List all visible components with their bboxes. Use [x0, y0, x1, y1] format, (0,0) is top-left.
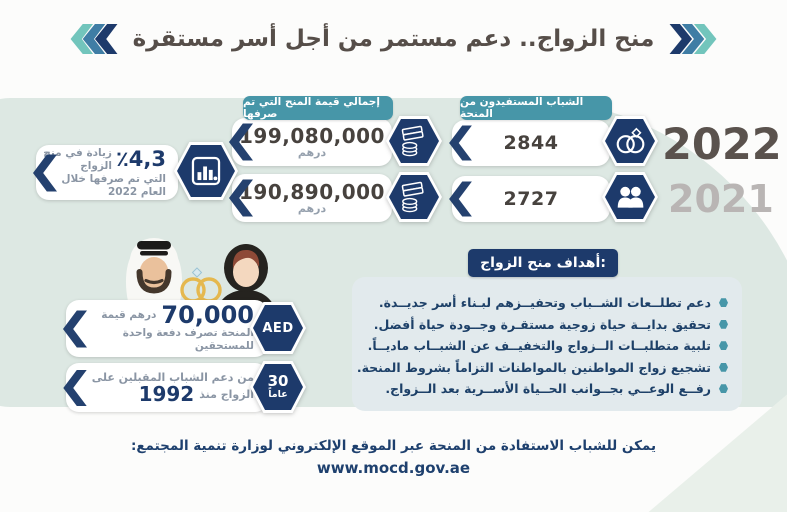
amount-value-2021: 190,890,000	[239, 180, 385, 204]
currency-unit: درهم	[297, 202, 327, 215]
beneficiaries-pill-2022: 2844	[449, 120, 610, 166]
gold-rings-illustration	[180, 267, 222, 303]
amounts-column-label: إجمالي قيمة المنح التي تم صرفها	[243, 96, 393, 120]
title-chevrons-right-icon	[669, 24, 717, 54]
wedding-rings-icon	[616, 127, 645, 154]
beneficiaries-pill-2021: 2727	[449, 176, 610, 222]
goals-panel: دعم تطلــعات الشــباب وتحفيــزهم لبـناء …	[352, 277, 742, 411]
page-title: منح الزواج.. دعم مستمر من أجل أسر مستقرة	[132, 26, 655, 52]
bar-chart-icon	[191, 156, 221, 186]
chevron-left-icon	[449, 181, 472, 217]
title-bar: منح الزواج.. دعم مستمر من أجل أسر مستقرة	[0, 24, 787, 54]
chevron-left-icon	[63, 310, 87, 347]
footer-note: يمكن للشباب الاستفادة من المنحة عبر المو…	[130, 438, 657, 454]
aed-hexagon: AED	[250, 302, 306, 354]
chevron-left-icon	[33, 154, 57, 191]
since-text-line1: من دعم الشباب المقبلين على	[91, 371, 254, 384]
thirty-years-unit: عاماً	[268, 389, 288, 400]
chevron-left-icon	[63, 369, 87, 406]
amount-pill-2022: 199,080,000 درهم	[229, 118, 392, 166]
currency-unit: درهم	[297, 146, 327, 159]
hexagon-bullet-icon	[719, 298, 728, 308]
goals-heading: أهداف منح الزواج:	[468, 249, 618, 277]
goal-item: دعم تطلــعات الشــباب وتحفيــزهم لبـناء …	[362, 292, 728, 314]
goal-item: رفــع الوعــي بجــوانب الحــياة الأســري…	[362, 378, 728, 400]
hexagon-bullet-icon	[719, 319, 728, 329]
year-2021: 2021	[668, 177, 774, 221]
money-hexagon-2021	[386, 172, 442, 222]
hexagon-bullet-icon	[719, 384, 728, 394]
increase-text-line2: التي تم صرفها خلال العام 2022	[61, 172, 166, 198]
amount-value-2022: 199,080,000	[239, 124, 385, 148]
grant-text-line3: للمستحقين	[194, 340, 254, 352]
couple-people-icon	[617, 186, 644, 208]
since-year-value: 1992	[138, 382, 195, 406]
beneficiaries-column-label: الشباب المستفيدون من المنحة	[460, 96, 612, 120]
grant-text-line2: المنحة تصرف دفعة واحدة	[122, 327, 254, 339]
beneficiaries-value-2021: 2727	[503, 188, 559, 210]
grant-value-badge: 70,000 درهم قيمة المنحة تصرف دفعة واحدة …	[63, 300, 268, 357]
goal-item: تلبية متطلبــات الــزواج والتخفيــف عن ا…	[362, 335, 728, 357]
grant-unit: درهم قيمة	[101, 309, 157, 321]
hexagon-bullet-icon	[719, 362, 728, 372]
chevron-left-icon	[229, 179, 253, 217]
goal-item: تشجيع زواج المواطنين بالمواطنات التزاماً…	[357, 357, 728, 379]
thirty-years-hexagon: 30 عاماً	[250, 361, 306, 413]
year-2022: 2022	[662, 120, 782, 170]
money-stack-icon	[401, 125, 424, 157]
beneficiaries-value-2022: 2844	[503, 132, 559, 154]
grant-value: 70,000	[161, 301, 254, 329]
thirty-years-value: 30	[267, 372, 289, 390]
money-stack-icon	[401, 181, 424, 213]
increase-badge: ٪4,3 زيادة في منح الزواج التي تم صرفها خ…	[33, 145, 178, 200]
rings-hexagon	[602, 116, 658, 166]
goal-item: تحقيق بدايــة حياة زوجية مستقـرة وجــودة…	[362, 314, 728, 336]
chart-hexagon	[174, 142, 238, 200]
increase-text-line1: زيادة في منح الزواج	[43, 146, 112, 172]
since-text-line2: الزواج منذ	[199, 387, 254, 401]
people-hexagon	[602, 172, 658, 222]
chevron-left-icon	[229, 123, 253, 161]
since-badge: من دعم الشباب المقبلين على الزواج منذ 19…	[63, 363, 268, 412]
chevron-left-icon	[449, 125, 472, 161]
hexagon-bullet-icon	[719, 341, 728, 351]
title-chevrons-left-icon	[70, 24, 118, 54]
website-link[interactable]: www.mocd.gov.ae	[316, 459, 471, 477]
amount-pill-2021: 190,890,000 درهم	[229, 174, 392, 222]
money-hexagon-2022	[386, 116, 442, 166]
increase-value: ٪4,3	[115, 147, 166, 171]
aed-label: AED	[253, 305, 303, 351]
